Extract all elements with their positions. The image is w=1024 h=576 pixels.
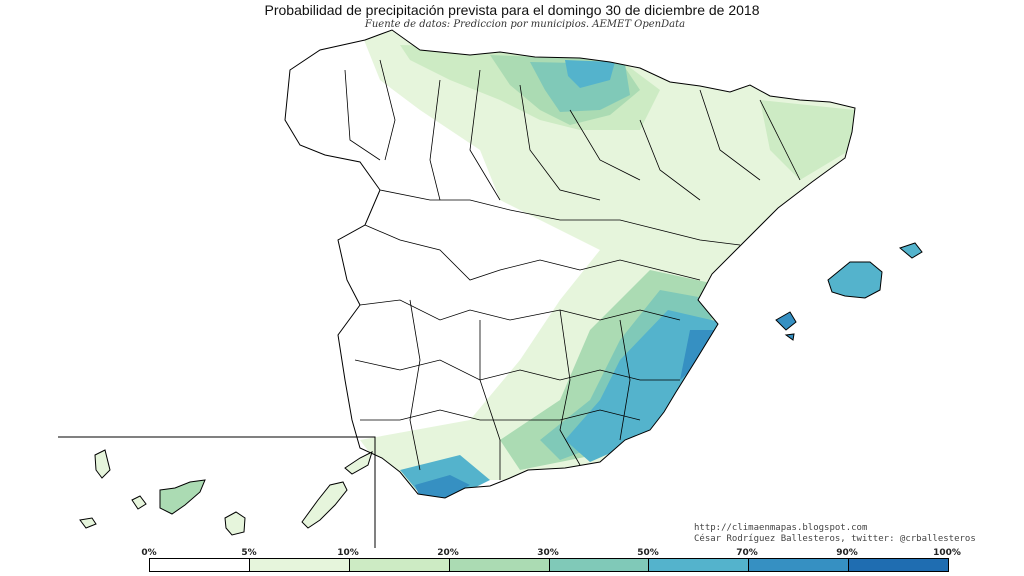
legend-label-100: 100% — [933, 548, 961, 558]
legend-swatch — [849, 559, 948, 571]
legend-label-30: 30% — [537, 548, 559, 558]
legend-swatch — [150, 559, 250, 571]
island-tenerife — [159, 479, 206, 515]
island-gran-canaria — [224, 511, 246, 536]
island-el-hierro — [79, 517, 97, 529]
island-la-gomera — [131, 495, 147, 510]
legend-label-70: 70% — [736, 548, 758, 558]
zone-east-50 — [565, 310, 720, 462]
canary-islands — [79, 449, 373, 536]
legend-swatch — [649, 559, 750, 571]
province-boundaries — [344, 59, 801, 480]
island-fuerteventura — [301, 481, 348, 529]
legend-label-90: 90% — [836, 548, 858, 558]
island-formentera — [784, 333, 795, 341]
legend-swatch — [349, 559, 450, 571]
island-la-palma — [94, 449, 111, 479]
credits-url[interactable]: http://climaenmapas.blogspot.com — [694, 523, 868, 533]
legend-swatch — [749, 559, 850, 571]
legend-swatch — [249, 559, 350, 571]
zone-navarra-50 — [565, 60, 615, 88]
island-lanzarote — [344, 451, 373, 475]
island-menorca — [898, 242, 923, 259]
canary-inset-frame — [58, 436, 376, 548]
legend-labels: 0% 5% 10% 20% 30% 50% 70% 90% 100% — [0, 548, 1024, 558]
map-subtitle: Fuente de datos: Prediccion por municipi… — [364, 19, 686, 30]
legend-swatch — [549, 559, 650, 571]
zone-catalonia-10 — [760, 100, 855, 180]
legend-label-10: 10% — [337, 548, 359, 558]
zone-south-70 — [415, 475, 470, 498]
legend-swatch — [449, 559, 550, 571]
credits: http://climaenmapas.blogspot.com César R… — [694, 523, 976, 545]
legend-label-20: 20% — [437, 548, 459, 558]
legend-bar — [149, 558, 949, 572]
legend-label-50: 50% — [637, 548, 659, 558]
legend-label-5: 5% — [241, 548, 257, 558]
credits-author: César Rodríguez Ballesteros, twitter: @c… — [694, 534, 976, 544]
balearic-islands — [775, 242, 923, 341]
island-mallorca — [827, 261, 883, 299]
map-title: Probabilidad de precipitación prevista p… — [264, 2, 760, 18]
legend-label-0: 0% — [141, 548, 157, 558]
island-ibiza — [775, 311, 797, 331]
spain-outline — [284, 29, 856, 499]
